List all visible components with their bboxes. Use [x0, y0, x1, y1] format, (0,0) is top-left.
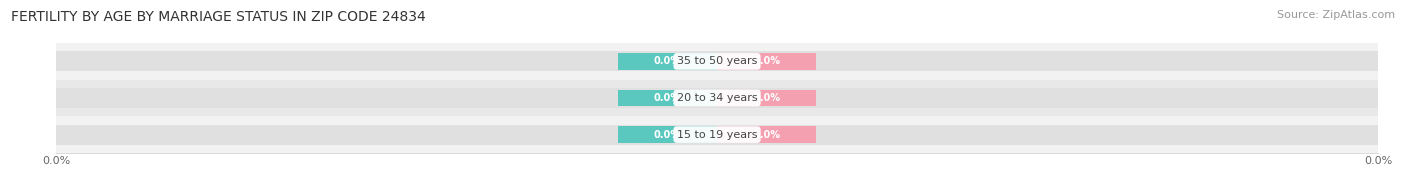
Bar: [56, 116, 1378, 153]
Text: 0.0%: 0.0%: [654, 93, 681, 103]
Text: FERTILITY BY AGE BY MARRIAGE STATUS IN ZIP CODE 24834: FERTILITY BY AGE BY MARRIAGE STATUS IN Z…: [11, 10, 426, 24]
Text: 0.0%: 0.0%: [654, 130, 681, 140]
Bar: [56, 88, 1378, 108]
Bar: [56, 80, 1378, 116]
Legend: Married, Unmarried: Married, Unmarried: [626, 192, 808, 196]
Bar: [617, 126, 717, 143]
Text: 0.0%: 0.0%: [754, 93, 780, 103]
Text: 15 to 19 years: 15 to 19 years: [676, 130, 758, 140]
Text: 35 to 50 years: 35 to 50 years: [676, 56, 758, 66]
Bar: [56, 124, 1378, 145]
Bar: [56, 43, 1378, 80]
Bar: [717, 53, 815, 70]
Bar: [617, 90, 717, 106]
Bar: [617, 53, 717, 70]
Text: 0.0%: 0.0%: [654, 56, 681, 66]
Bar: [717, 90, 815, 106]
Text: Source: ZipAtlas.com: Source: ZipAtlas.com: [1277, 10, 1395, 20]
Bar: [717, 126, 815, 143]
Bar: [56, 51, 1378, 72]
Text: 0.0%: 0.0%: [754, 130, 780, 140]
Text: 0.0%: 0.0%: [754, 56, 780, 66]
Text: 20 to 34 years: 20 to 34 years: [676, 93, 758, 103]
